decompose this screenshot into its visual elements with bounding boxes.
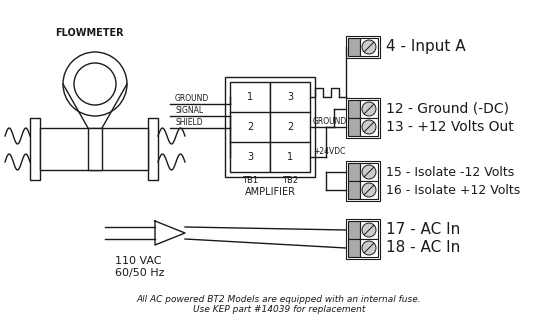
Circle shape (74, 63, 116, 105)
Bar (348, 100, 360, 118)
Circle shape (362, 223, 376, 237)
Text: TB1: TB1 (242, 176, 258, 185)
Text: 3: 3 (247, 152, 253, 162)
Circle shape (362, 40, 376, 54)
Circle shape (362, 183, 376, 197)
Text: 2: 2 (247, 122, 253, 132)
Bar (346, 219, 380, 259)
Bar (360, 100, 378, 118)
Text: 1: 1 (287, 152, 293, 162)
Bar (348, 221, 360, 239)
Text: AMPLIFIER: AMPLIFIER (244, 187, 296, 197)
Bar (230, 82, 270, 172)
Text: FLOWMETER: FLOWMETER (55, 28, 124, 38)
Bar (348, 181, 360, 199)
Bar (348, 239, 360, 257)
Bar (88, 128, 102, 170)
Text: 1: 1 (247, 92, 253, 102)
Bar (348, 163, 360, 181)
Text: SIGNAL: SIGNAL (175, 106, 203, 115)
Circle shape (362, 165, 376, 179)
Circle shape (362, 120, 376, 134)
Bar (40, 128, 148, 170)
Text: SHIELD: SHIELD (175, 118, 203, 127)
Circle shape (63, 52, 127, 116)
Bar (346, 36, 380, 58)
Text: 4 - Input A: 4 - Input A (386, 39, 465, 54)
Text: 110 VAC: 110 VAC (115, 256, 161, 266)
Bar (225, 77, 315, 177)
Circle shape (362, 102, 376, 116)
Text: All AC powered BT2 Models are equipped with an internal fuse.: All AC powered BT2 Models are equipped w… (137, 295, 421, 304)
Text: GROUND: GROUND (313, 117, 347, 126)
Text: GROUND: GROUND (175, 94, 209, 103)
Text: 3: 3 (287, 92, 293, 102)
Bar (346, 161, 380, 201)
Bar (270, 82, 310, 172)
Text: TB2: TB2 (282, 176, 298, 185)
Text: 13 - +12 Volts Out: 13 - +12 Volts Out (386, 120, 514, 134)
Bar (360, 239, 378, 257)
Text: 15 - Isolate -12 Volts: 15 - Isolate -12 Volts (386, 165, 514, 179)
Bar (348, 118, 360, 136)
Bar (360, 221, 378, 239)
Bar (360, 181, 378, 199)
Bar (360, 38, 378, 56)
Text: Use KEP part #14039 for replacement: Use KEP part #14039 for replacement (193, 305, 365, 314)
Text: 18 - AC In: 18 - AC In (386, 241, 460, 255)
Text: 12 - Ground (-DC): 12 - Ground (-DC) (386, 102, 509, 116)
Bar (346, 98, 380, 138)
Bar (148, 118, 158, 180)
Bar (30, 118, 40, 180)
Circle shape (362, 241, 376, 255)
Text: 16 - Isolate +12 Volts: 16 - Isolate +12 Volts (386, 183, 520, 196)
Text: 2: 2 (287, 122, 293, 132)
Bar (360, 163, 378, 181)
Text: 17 - AC In: 17 - AC In (386, 222, 460, 237)
Text: 60/50 Hz: 60/50 Hz (115, 268, 165, 278)
Bar (360, 118, 378, 136)
Text: +24VDC: +24VDC (313, 147, 345, 156)
Bar (348, 38, 360, 56)
